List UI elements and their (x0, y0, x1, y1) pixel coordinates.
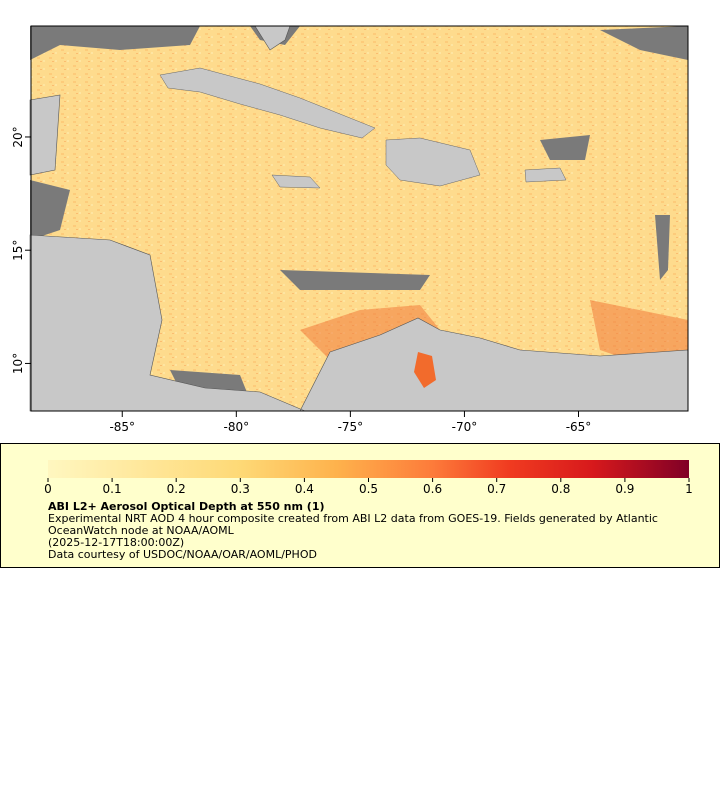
x-tick-label: -70° (452, 420, 478, 434)
colorbar-tick-label: 0.9 (615, 482, 634, 496)
colorbar-tick-label: 0.1 (103, 482, 122, 496)
x-tick-label: -85° (109, 420, 135, 434)
colorbar-tick-label: 0.6 (423, 482, 442, 496)
colorbar: 0 0.1 0.2 0.3 0.4 0.5 0.6 0.7 0.8 0.9 1 (44, 460, 693, 496)
colorbar-tick-label: 0.2 (167, 482, 186, 496)
colorbar-tick-label: 0.7 (487, 482, 506, 496)
x-tick-label: -65° (566, 420, 592, 434)
islands (159, 67, 567, 189)
legend-credit: Data courtesy of USDOC/NOAA/OAR/AOML/PHO… (48, 548, 317, 561)
x-tick-label: -75° (338, 420, 364, 434)
colorbar-tick-label: 0.4 (295, 482, 314, 496)
legend-title: ABI L2+ Aerosol Optical Depth at 550 nm … (48, 500, 325, 513)
colorbar-tick-label: 0.5 (359, 482, 378, 496)
y-tick-label: 20° (11, 126, 25, 147)
legend-description: Experimental NRT AOD 4 hour composite cr… (48, 512, 658, 537)
colorbar-tick-label: 0 (44, 482, 52, 496)
map-panel: -85° -80° -75° -70° -65° 10° 15° 20° (11, 25, 689, 434)
x-tick-label: -80° (224, 420, 250, 434)
colorbar-tick-label: 0.3 (231, 482, 250, 496)
map-image (29, 25, 689, 412)
land (29, 25, 689, 412)
colorbar-ramp (48, 460, 689, 478)
legend: 0 0.1 0.2 0.3 0.4 0.5 0.6 0.7 0.8 0.9 1 ABI L2+ Ae… (0, 443, 720, 568)
lake-maracaibo (414, 352, 436, 388)
colorbar-tick-label: 1 (685, 482, 693, 496)
y-tick-label: 15° (11, 240, 25, 261)
legend-time: (2025-12-17T18:00:00Z) (48, 536, 185, 549)
y-tick-label: 10° (11, 353, 25, 374)
colorbar-tick-label: 0.8 (551, 482, 570, 496)
